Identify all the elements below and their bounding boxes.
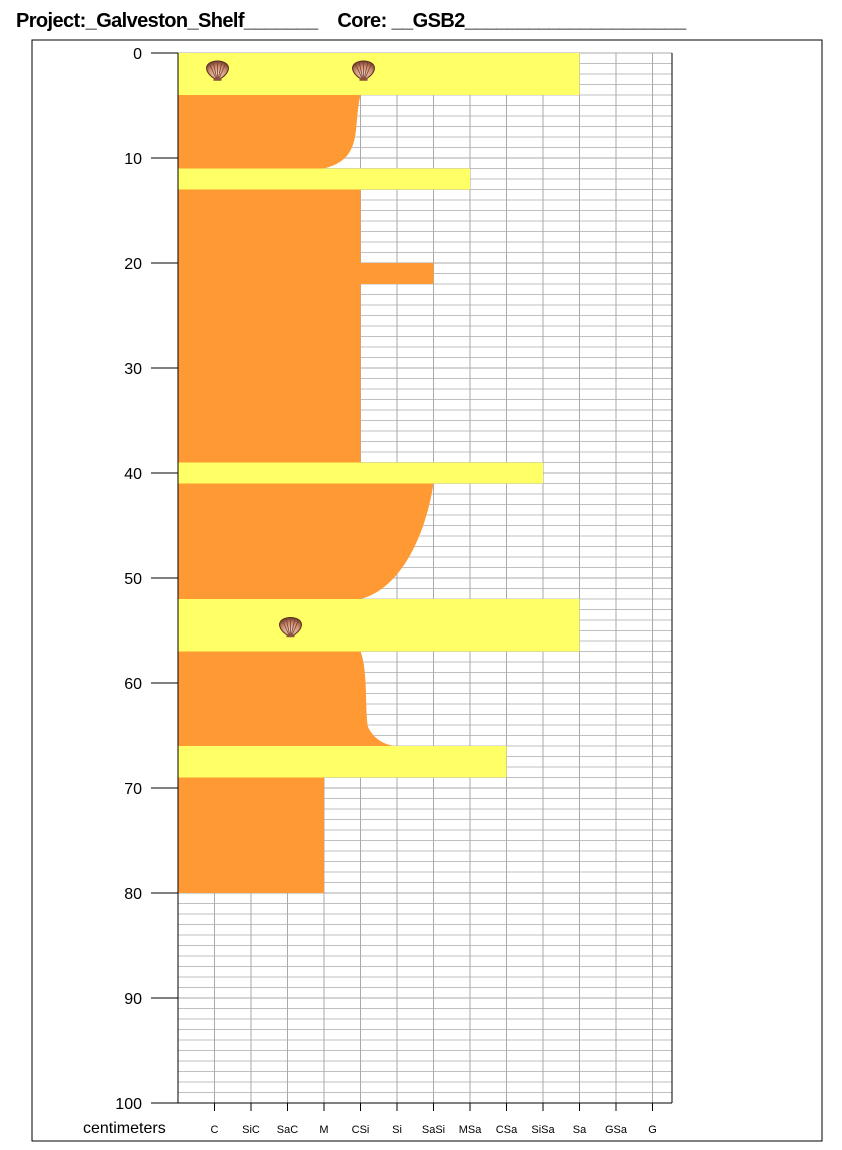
shell-hinge [213,77,222,81]
core-value: __GSB2_____________________ [391,10,687,32]
sand-layer [178,746,507,778]
x-tick-label: SiC [242,1124,260,1136]
shell-rib [290,619,296,636]
shell-icon [205,60,230,81]
y-tick-label: 80 [124,886,142,903]
mud-layer [178,284,361,463]
core-log-header: Project:_Galveston_Shelf_______ Core: __… [16,10,686,33]
y-tick-label: 60 [124,676,142,693]
x-tick-label: C [211,1124,219,1136]
x-tick-label: SaC [277,1124,298,1136]
project-value: _Galveston_Shelf_______ [85,10,319,32]
lithology-layers [178,53,580,893]
shell-rib [363,62,369,79]
x-tick-label: MSa [459,1124,483,1136]
sand-layer [178,462,543,484]
shell-rib [358,62,364,79]
shell-rib [217,62,223,79]
mud-layer [178,189,361,263]
x-tick-label: M [319,1124,328,1136]
shell-rib [364,62,373,79]
mud-layer [178,777,324,893]
project-label: Project: [16,10,86,32]
x-tick-label: SiSa [531,1124,555,1136]
mud-layer [178,95,361,169]
y-tick-label: 90 [124,991,142,1008]
shell-icon [351,60,376,81]
y-tick-label: 40 [124,466,142,483]
frame-border [31,39,823,1142]
sand-layer [178,599,580,652]
x-tick-label: G [648,1124,657,1136]
y-axis-label: centimeters [83,1120,166,1137]
y-tick-label: 30 [124,361,142,378]
shell-rib [208,62,217,79]
mud-layer [178,483,434,599]
y-tick-label: 20 [124,256,142,273]
core-label: Core: [337,10,387,32]
sand-layer [178,168,470,190]
shell-icon [278,617,303,638]
shell-symbols [205,60,376,638]
shell-rib [285,619,291,636]
shell-rib [354,62,363,79]
y-tick-label: 0 [133,46,142,63]
x-tick-label: SaSi [422,1124,445,1136]
y-tick-label: 70 [124,781,142,798]
y-tick-label: 50 [124,571,142,588]
x-tick-label: CSi [352,1124,370,1136]
mud-layer [178,651,397,746]
x-tick-label: Sa [573,1124,587,1136]
y-tick-label: 10 [124,151,142,168]
mud-layer [178,263,434,284]
shell-hinge [286,634,295,638]
shell-rib [212,62,218,79]
shell-rib [281,619,290,636]
x-tick-label: Si [392,1124,402,1136]
shell-rib [218,62,227,79]
sand-layer [178,53,580,95]
shell-rib [291,619,300,636]
y-tick-label: 100 [115,1096,142,1113]
shell-hinge [359,77,368,81]
x-tick-label: CSa [496,1124,518,1136]
x-tick-label: GSa [605,1124,628,1136]
